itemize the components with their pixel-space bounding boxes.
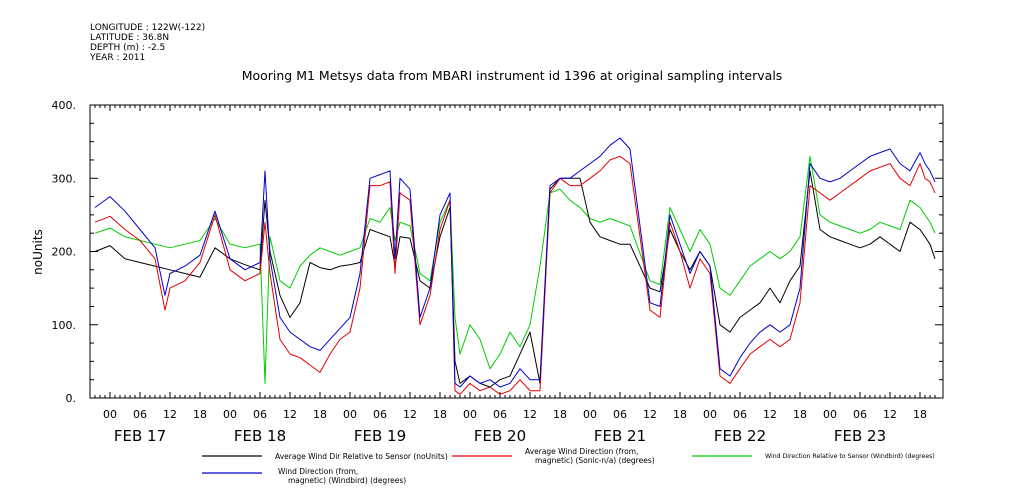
legend-label: magnetic) (Sonic-n/a) (degrees) — [535, 456, 655, 465]
x-tick-label: 06 — [733, 408, 747, 421]
x-tick-label: 00 — [463, 408, 477, 421]
y-tick-label: 400. — [52, 99, 77, 112]
x-tick-label: 00 — [823, 408, 837, 421]
x-tick-label: 06 — [853, 408, 867, 421]
x-tick-label: 06 — [253, 408, 267, 421]
x-tick-label: 00 — [703, 408, 717, 421]
x-tick-label: 12 — [283, 408, 297, 421]
date-label: FEB 18 — [234, 427, 286, 445]
x-tick-label: 12 — [163, 408, 177, 421]
legend-label: magnetic) (Windbird) (degrees) — [288, 476, 406, 485]
date-label: FEB 19 — [354, 427, 406, 445]
series-line-3 — [94, 155, 936, 384]
y-tick-label: 0. — [66, 392, 77, 405]
meta-latitude: LATITUDE : 36.8N — [90, 33, 169, 43]
x-tick-label: 06 — [613, 408, 627, 421]
legend-label: Wind Direction (from, — [278, 467, 358, 476]
meta-longitude: LONGITUDE : 122W(-122) — [90, 23, 205, 33]
x-tick-label: 18 — [673, 408, 687, 421]
x-tick-label: 12 — [643, 408, 657, 421]
meta-year: YEAR : 2011 — [89, 53, 145, 63]
x-tick-label: 12 — [883, 408, 897, 421]
axis-ticks — [90, 104, 943, 399]
y-tick-label: 100. — [52, 319, 77, 332]
x-tick-label: 00 — [103, 408, 117, 421]
legend-label: Wind Direction Relative to Sensor (Windb… — [765, 453, 935, 460]
header-metadata: LONGITUDE : 122W(-122) LATITUDE : 36.8N … — [89, 23, 205, 63]
series-line-2 — [94, 155, 936, 395]
date-label: FEB 22 — [714, 427, 766, 445]
date-label: FEB 20 — [474, 427, 526, 445]
x-tick-label: 06 — [373, 408, 387, 421]
series-line-1 — [94, 170, 936, 388]
legend: Average Wind Dir Relative to Sensor (noU… — [202, 447, 935, 485]
x-tick-label: 18 — [913, 408, 927, 421]
series-layer — [94, 137, 936, 395]
y-tick-label: 200. — [52, 246, 77, 259]
x-tick-label: 12 — [403, 408, 417, 421]
x-tick-label: 18 — [793, 408, 807, 421]
x-tick-labels: 00 06 12 18 00 06 12 18 00 06 12 18 00 06 12 18 00 06 12 18… — [103, 408, 927, 421]
legend-label: Average Wind Direction (from, — [525, 447, 638, 456]
x-tick-label: 18 — [193, 408, 207, 421]
y-tick-label: 300. — [52, 172, 77, 185]
x-tick-label: 12 — [763, 408, 777, 421]
x-tick-label: 18 — [433, 408, 447, 421]
x-tick-label: 06 — [133, 408, 147, 421]
x-tick-label: 00 — [223, 408, 237, 421]
date-label: FEB 21 — [594, 427, 646, 445]
legend-label: Average Wind Dir Relative to Sensor (noU… — [275, 452, 448, 461]
series-line-4 — [94, 137, 936, 388]
x-tick-label: 06 — [493, 408, 507, 421]
y-tick-labels: 0. 100. 200. 300. 400. — [52, 99, 77, 405]
date-label: FEB 17 — [114, 427, 166, 445]
y-axis-label: noUnits — [31, 229, 45, 275]
chart-title: Mooring M1 Metsys data from MBARI instru… — [242, 68, 783, 83]
x-tick-label: 00 — [583, 408, 597, 421]
meta-depth: DEPTH (m) : -2.5 — [90, 43, 165, 53]
date-labels: FEB 17 FEB 18 FEB 19 FEB 20 FEB 21 FEB 22 FEB … — [114, 427, 886, 445]
x-tick-label: 00 — [343, 408, 357, 421]
x-tick-label: 12 — [523, 408, 537, 421]
plot-frame — [89, 104, 944, 399]
date-label: FEB 23 — [834, 427, 886, 445]
x-tick-label: 18 — [313, 408, 327, 421]
x-tick-label: 18 — [553, 408, 567, 421]
